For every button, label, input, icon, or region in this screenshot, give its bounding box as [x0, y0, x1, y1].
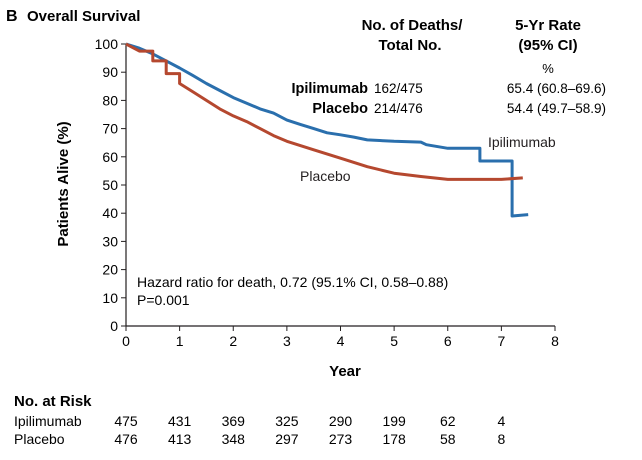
y-tick-label: 80: [102, 92, 118, 108]
x-tick-label: 2: [229, 333, 237, 349]
x-tick-label: 4: [337, 333, 345, 349]
y-tick-label: 50: [102, 177, 118, 193]
p-value-annotation: P=0.001: [137, 292, 190, 308]
series-line-placebo: [125, 42, 523, 181]
y-tick-label: 20: [102, 262, 118, 278]
summary-group-ipilimumab: Ipilimumab: [291, 81, 368, 97]
deaths-header-line1: No. of Deaths/: [362, 17, 464, 34]
rate-header-line1: 5-Yr Rate: [515, 17, 581, 34]
hazard-ratio-annotation: Hazard ratio for death, 0.72 (95.1% CI, …: [137, 274, 448, 290]
y-tick-label: 0: [110, 318, 118, 334]
x-tick-label: 3: [283, 333, 291, 349]
risk-table-title: No. at Risk: [14, 393, 92, 410]
risk-value-ipilimumab: 475: [114, 413, 138, 429]
risk-value-ipilimumab: 290: [329, 413, 353, 429]
deaths-header-line2: Total No.: [378, 37, 441, 54]
curve-label-ipilimumab: Ipilimumab: [488, 134, 556, 150]
y-tick-label: 90: [102, 64, 118, 80]
risk-value-ipilimumab: 325: [275, 413, 299, 429]
risk-value-ipilimumab: 199: [382, 413, 406, 429]
series-line-ipilimumab: [125, 42, 529, 218]
risk-value-ipilimumab: 4: [497, 413, 505, 429]
y-tick-label: 10: [102, 290, 118, 306]
risk-value-ipilimumab: 62: [440, 413, 456, 429]
risk-value-placebo: 297: [275, 431, 299, 447]
risk-values: 475 431 369 325 290 199 62 4 476 413 348 297 273 178 5…: [114, 413, 505, 447]
summary-rate-placebo: 54.4 (49.7–58.9): [507, 101, 606, 116]
risk-value-ipilimumab: 431: [168, 413, 192, 429]
risk-value-placebo: 348: [222, 431, 246, 447]
y-tick-label: 40: [102, 205, 118, 221]
y-axis-label: Patients Alive (%): [55, 121, 72, 246]
y-tick-label: 30: [102, 233, 118, 249]
curve-label-placebo: Placebo: [300, 168, 351, 184]
summary-deaths-placebo: 214/476: [374, 101, 423, 116]
risk-value-placebo: 58: [440, 431, 456, 447]
risk-value-placebo: 413: [168, 431, 192, 447]
y-tick-label: 60: [102, 149, 118, 165]
y-tick-label: 70: [102, 121, 118, 137]
x-tick-label: 8: [551, 333, 559, 349]
summary-rate-ipilimumab: 65.4 (60.8–69.6): [507, 81, 606, 96]
x-tick-label: 5: [390, 333, 398, 349]
rate-unit: %: [542, 61, 554, 76]
risk-value-ipilimumab: 369: [222, 413, 246, 429]
summary-deaths-ipilimumab: 162/475: [374, 81, 423, 96]
risk-value-placebo: 273: [329, 431, 353, 447]
rate-header-line2: (95% CI): [518, 37, 577, 54]
risk-value-placebo: 8: [497, 431, 505, 447]
x-tick-label: 6: [444, 333, 452, 349]
risk-value-placebo: 476: [114, 431, 138, 447]
x-tick-label: 0: [122, 333, 130, 349]
x-axis-label: Year: [329, 363, 361, 380]
panel-label: B: [6, 8, 18, 25]
risk-row-label-placebo: Placebo: [14, 431, 65, 447]
axes: 0 10 20 30 40 50 60 70 80 90 100 0 1 2 3 4 5 6 7 8: [95, 36, 559, 349]
y-tick-label: 100: [95, 36, 119, 52]
summary-group-placebo: Placebo: [312, 101, 368, 117]
chart-title: Overall Survival: [27, 8, 140, 25]
series-layer: [125, 42, 529, 218]
x-tick-label: 7: [497, 333, 505, 349]
x-tick-label: 1: [176, 333, 184, 349]
risk-row-label-ipilimumab: Ipilimumab: [14, 413, 82, 429]
risk-value-placebo: 178: [382, 431, 406, 447]
